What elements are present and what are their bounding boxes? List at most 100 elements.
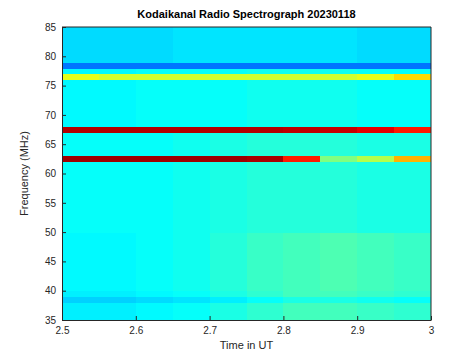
cell bbox=[394, 115, 431, 121]
cell bbox=[394, 156, 431, 162]
cell bbox=[173, 144, 210, 150]
cell bbox=[320, 273, 357, 279]
cell bbox=[62, 74, 99, 80]
cell bbox=[99, 74, 136, 80]
cell bbox=[99, 127, 136, 133]
cell bbox=[357, 197, 394, 203]
cell bbox=[136, 226, 173, 232]
cell bbox=[247, 74, 284, 80]
cell bbox=[320, 220, 357, 226]
cell bbox=[173, 179, 210, 185]
cell bbox=[62, 209, 99, 215]
cell bbox=[99, 279, 136, 285]
cell bbox=[136, 215, 173, 221]
cell bbox=[320, 56, 357, 62]
cell bbox=[99, 220, 136, 226]
cell bbox=[283, 103, 320, 109]
cell bbox=[247, 226, 284, 232]
cell bbox=[210, 80, 247, 86]
cell bbox=[283, 226, 320, 232]
cell bbox=[99, 261, 136, 267]
cell bbox=[394, 232, 431, 238]
cell bbox=[173, 203, 210, 209]
cell bbox=[320, 162, 357, 168]
cell bbox=[320, 185, 357, 191]
cell bbox=[247, 279, 284, 285]
cell bbox=[210, 39, 247, 45]
cell bbox=[283, 261, 320, 267]
cell bbox=[320, 308, 357, 314]
cell bbox=[394, 302, 431, 308]
cell bbox=[136, 50, 173, 56]
cell bbox=[62, 220, 99, 226]
cell bbox=[283, 138, 320, 144]
cell bbox=[173, 267, 210, 273]
tick: 45 bbox=[45, 256, 66, 267]
cell bbox=[394, 279, 431, 285]
cell bbox=[99, 244, 136, 250]
cell bbox=[173, 232, 210, 238]
cell bbox=[357, 109, 394, 115]
cell bbox=[394, 174, 431, 180]
cell bbox=[357, 261, 394, 267]
cell bbox=[247, 291, 284, 297]
cell bbox=[99, 267, 136, 273]
cell bbox=[283, 244, 320, 250]
title: Kodaikanal Radio Spectrograph 20230118 bbox=[137, 8, 355, 20]
cell bbox=[62, 168, 99, 174]
cell bbox=[210, 244, 247, 250]
tick-label: 2.7 bbox=[203, 325, 217, 336]
cell bbox=[357, 279, 394, 285]
cell bbox=[247, 144, 284, 150]
tick-label: 40 bbox=[45, 285, 57, 296]
cell bbox=[320, 144, 357, 150]
cell bbox=[247, 138, 284, 144]
cell bbox=[136, 261, 173, 267]
cell bbox=[136, 138, 173, 144]
cell bbox=[210, 74, 247, 80]
cell bbox=[99, 168, 136, 174]
cell bbox=[136, 238, 173, 244]
cell bbox=[247, 191, 284, 197]
y-axis: 3540455055606570758085 bbox=[45, 22, 66, 326]
cell bbox=[62, 103, 99, 109]
cell bbox=[173, 45, 210, 51]
cell bbox=[136, 250, 173, 256]
cell bbox=[247, 97, 284, 103]
cell bbox=[283, 197, 320, 203]
cell bbox=[210, 50, 247, 56]
cell bbox=[247, 185, 284, 191]
cell bbox=[247, 232, 284, 238]
cell bbox=[173, 279, 210, 285]
cell bbox=[320, 267, 357, 273]
cell bbox=[210, 302, 247, 308]
cell bbox=[320, 62, 357, 68]
cell bbox=[62, 33, 99, 39]
cell bbox=[320, 127, 357, 133]
cell bbox=[62, 45, 99, 51]
cell bbox=[283, 220, 320, 226]
cell bbox=[247, 238, 284, 244]
cell bbox=[357, 91, 394, 97]
tick: 2.7 bbox=[203, 316, 217, 336]
cell bbox=[173, 308, 210, 314]
cell bbox=[62, 97, 99, 103]
cell bbox=[394, 209, 431, 215]
cell bbox=[136, 191, 173, 197]
cell bbox=[283, 150, 320, 156]
cell bbox=[210, 45, 247, 51]
cell bbox=[320, 132, 357, 138]
cell bbox=[136, 74, 173, 80]
cell bbox=[136, 256, 173, 262]
cell bbox=[320, 39, 357, 45]
cell bbox=[320, 238, 357, 244]
tick-mark bbox=[283, 316, 284, 320]
cell bbox=[99, 302, 136, 308]
cell bbox=[210, 285, 247, 291]
cell bbox=[62, 62, 99, 68]
tick-label: 45 bbox=[45, 256, 57, 267]
cell bbox=[357, 226, 394, 232]
cell bbox=[357, 127, 394, 133]
tick-label: 3 bbox=[429, 325, 435, 336]
cell bbox=[62, 162, 99, 168]
